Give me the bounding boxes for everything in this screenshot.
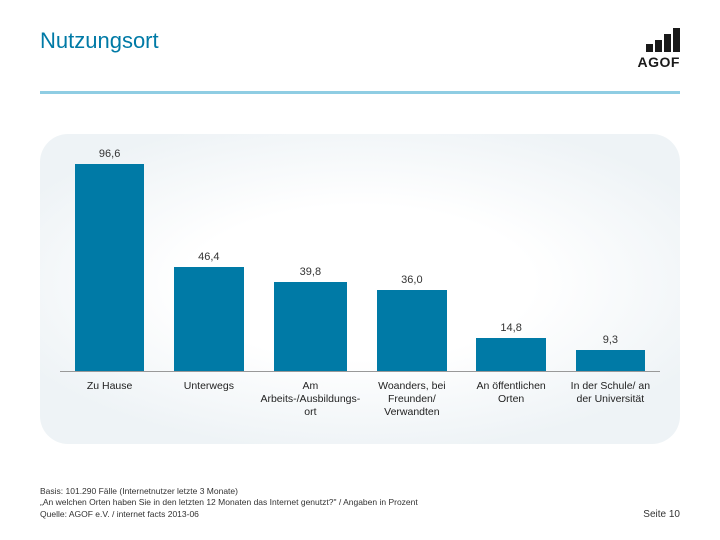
bar <box>476 338 545 371</box>
baseline <box>362 371 461 372</box>
category-area: Woanders, bei Freunden/ Verwandten <box>362 372 461 430</box>
category-label: An öffentlichen Orten <box>462 380 561 406</box>
bar <box>75 164 144 371</box>
chart-panel: 96,6 Zu Hause 46,4 Unterwegs 39,8 Am Arbeits-… <box>40 134 680 444</box>
chart-column: 36,0 Woanders, bei Freunden/ Verwandten <box>362 148 461 430</box>
footnote-line: Quelle: AGOF e.V. / internet facts 2013-… <box>40 509 418 520</box>
category-area: In der Schule/ an der Universität <box>561 372 660 430</box>
baseline <box>561 371 660 372</box>
bar-area: 14,8 <box>462 148 561 372</box>
chart-column: 96,6 Zu Hause <box>60 148 159 430</box>
chart-column: 9,3 In der Schule/ an der Universität <box>561 148 660 430</box>
baseline <box>258 371 362 372</box>
bar-value-label: 9,3 <box>603 334 618 346</box>
bar <box>576 350 645 371</box>
baseline <box>462 371 561 372</box>
logo-bars-icon <box>646 28 680 52</box>
bar-area: 96,6 <box>60 148 159 372</box>
slide-header: Nutzungsort AGOF <box>40 28 680 83</box>
baseline <box>159 371 258 372</box>
category-label: In der Schule/ an der Universität <box>561 380 660 406</box>
chart-column: 46,4 Unterwegs <box>159 148 258 430</box>
slide: Nutzungsort AGOF 96,6 Zu Hause 46,4 Unterwe… <box>0 0 720 540</box>
category-label: Woanders, bei Freunden/ Verwandten <box>362 380 461 419</box>
category-area: Am Arbeits-/Ausbildungs-ort <box>258 372 362 430</box>
bar-value-label: 14,8 <box>500 322 521 334</box>
baseline <box>60 371 159 372</box>
footnotes: Basis: 101.290 Fälle (Internetnutzer let… <box>40 486 418 520</box>
category-label: Unterwegs <box>182 380 236 393</box>
bar-area: 46,4 <box>159 148 258 372</box>
page-number: Seite 10 <box>643 509 680 520</box>
category-label: Zu Hause <box>85 380 135 393</box>
bar-area: 39,8 <box>258 148 362 372</box>
bar <box>377 290 446 371</box>
header-divider <box>40 91 680 94</box>
category-area: Unterwegs <box>159 372 258 430</box>
slide-title: Nutzungsort <box>40 28 159 54</box>
category-area: Zu Hause <box>60 372 159 430</box>
bar-area: 36,0 <box>362 148 461 372</box>
chart-column: 39,8 Am Arbeits-/Ausbildungs-ort <box>258 148 362 430</box>
bar-chart: 96,6 Zu Hause 46,4 Unterwegs 39,8 Am Arbeits-… <box>60 148 660 430</box>
bar-value-label: 36,0 <box>401 274 422 286</box>
category-area: An öffentlichen Orten <box>462 372 561 430</box>
footnote-line: „An welchen Orten haben Sie in den letzt… <box>40 497 418 508</box>
footnote-line: Basis: 101.290 Fälle (Internetnutzer let… <box>40 486 418 497</box>
bar-value-label: 96,6 <box>99 148 120 160</box>
logo-text: AGOF <box>638 54 680 70</box>
chart-column: 14,8 An öffentlichen Orten <box>462 148 561 430</box>
bar <box>174 267 243 371</box>
bar-value-label: 39,8 <box>300 266 321 278</box>
bar-value-label: 46,4 <box>198 251 219 263</box>
category-label: Am Arbeits-/Ausbildungs-ort <box>258 380 362 419</box>
bar-area: 9,3 <box>561 148 660 372</box>
slide-footer: Basis: 101.290 Fälle (Internetnutzer let… <box>40 486 680 520</box>
bar <box>274 282 347 371</box>
agof-logo: AGOF <box>638 28 680 70</box>
